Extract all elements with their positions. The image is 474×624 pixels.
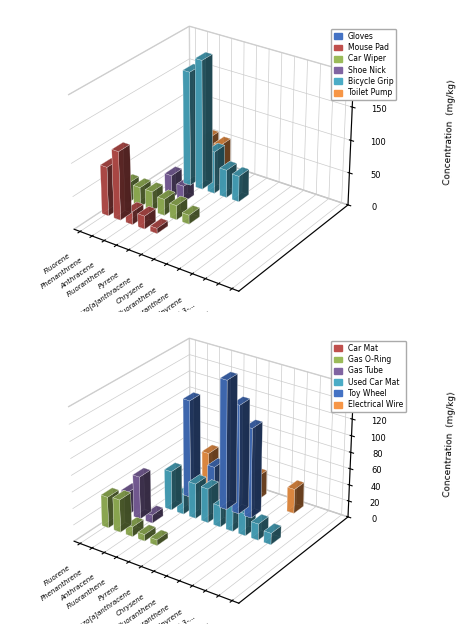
Legend: Car Mat, Gas O-Ring, Gas Tube, Used Car Mat, Toy Wheel, Electrical Wire: Car Mat, Gas O-Ring, Gas Tube, Used Car … (331, 341, 406, 412)
Legend: Gloves, Mouse Pad, Car Wiper, Shoe Nick, Bicycle Grip, Toilet Pump: Gloves, Mouse Pad, Car Wiper, Shoe Nick,… (331, 29, 396, 100)
